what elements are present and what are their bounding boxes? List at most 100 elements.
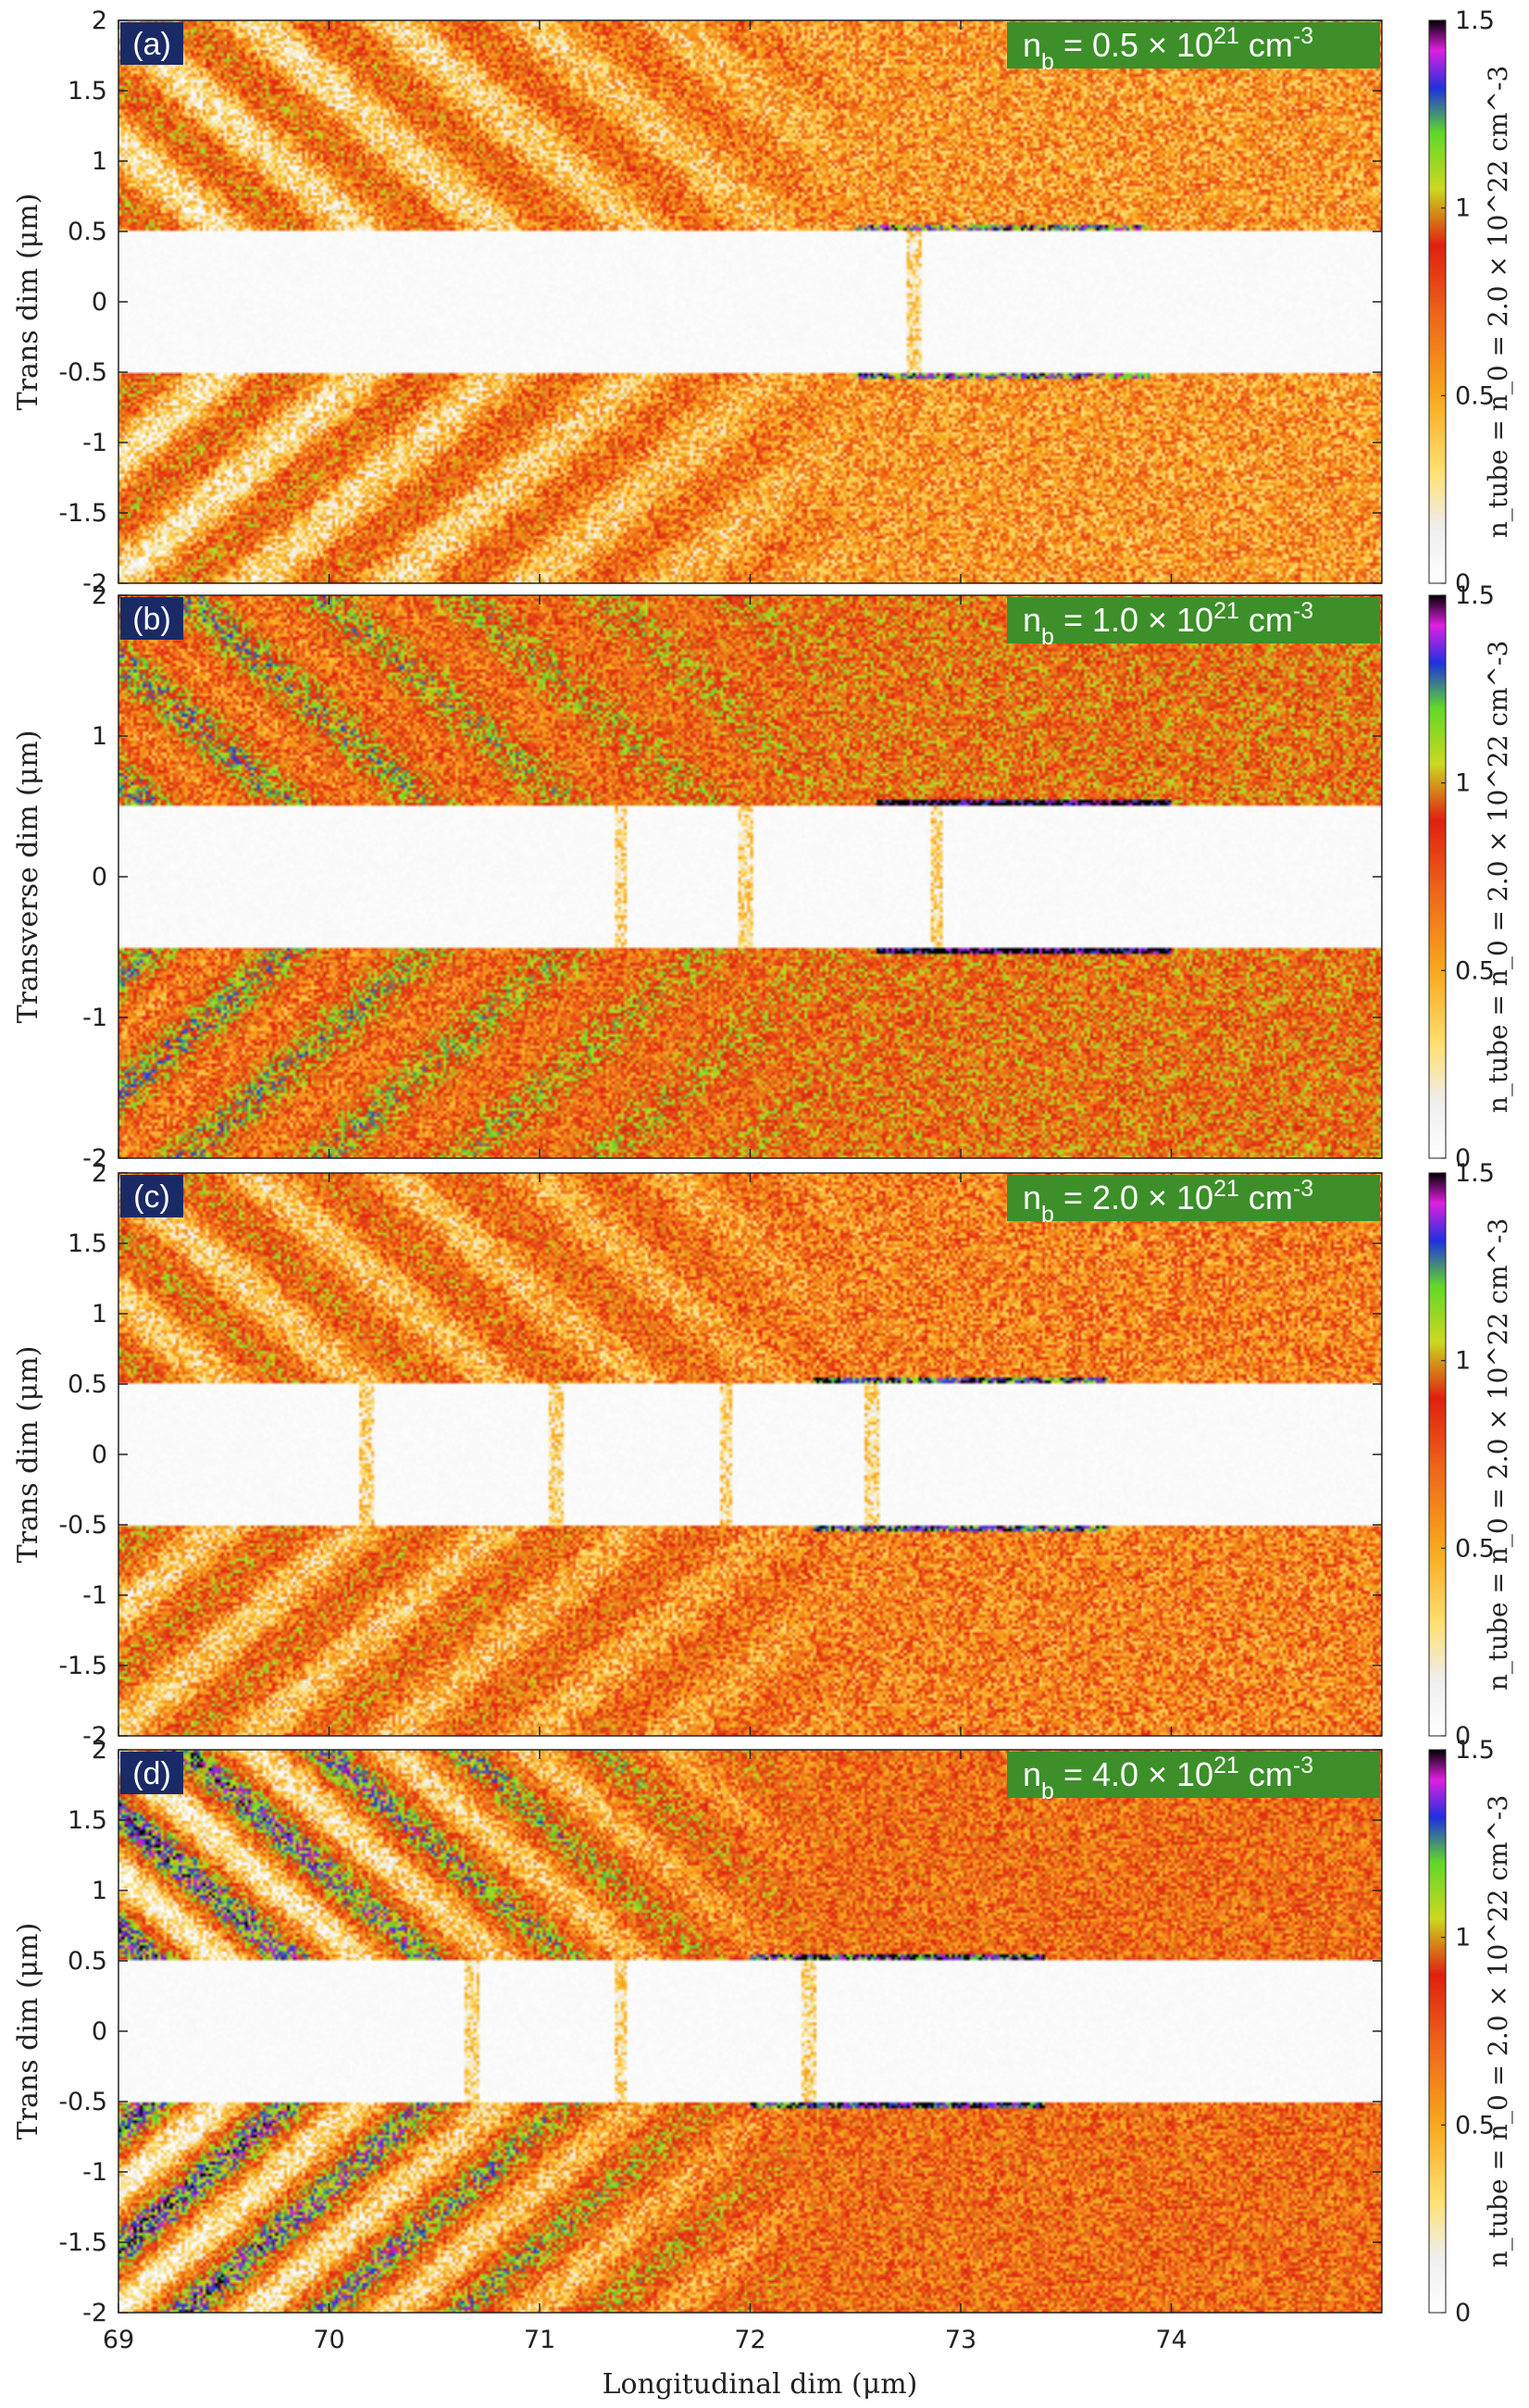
- y-tick-label: 0: [92, 863, 107, 892]
- density-label: nb = 0.5 × 1021 cm-3: [1023, 23, 1313, 75]
- y-tick-label: 1.5: [68, 1229, 107, 1258]
- y-tick-label: 0: [92, 288, 107, 317]
- density-label: nb = 2.0 × 1021 cm-3: [1023, 1176, 1313, 1228]
- density-label-box: [1007, 597, 1380, 643]
- panel-tag: (a): [132, 27, 171, 62]
- colorbar: [1428, 1172, 1447, 1737]
- colorbar: [1428, 1749, 1447, 2314]
- x-tick-label: 70: [313, 2326, 344, 2354]
- y-tick-label: 1: [92, 147, 107, 176]
- density-label-density-sup: 21: [1213, 23, 1239, 49]
- panel-tag: (b): [132, 602, 171, 637]
- density-field: [118, 1750, 1382, 2313]
- panel-c: 2 1.5 1 0.5 0 -0.5 -1 -1.5 -2 Trans dim (μm) (c) nb…: [12, 1159, 1513, 1751]
- colorbar-tick-label: 1: [1455, 769, 1471, 798]
- y-tick-label: 0.5: [68, 1370, 107, 1399]
- density-label-density-unit: cm: [1239, 1755, 1293, 1793]
- y-tick-label: 0.5: [68, 218, 107, 246]
- y-tick-label: -1: [82, 429, 107, 457]
- colorbar-tick-label: 1.5: [1455, 1736, 1495, 1765]
- panel-tag-box: [120, 597, 183, 640]
- y-tick-label: 1.5: [68, 1806, 107, 1835]
- y-tick-label: -1: [82, 1581, 107, 1610]
- colorbar-tick-label: 0.5: [1455, 956, 1495, 985]
- density-label-density-sub: b: [1041, 49, 1054, 75]
- y-tick-label: -1.5: [58, 1652, 107, 1680]
- y-tick-label: -1: [82, 1004, 107, 1032]
- colorbar-tick-label: 1.5: [1455, 1159, 1495, 1188]
- panel-a: 2 1.5 1 0.5 0 -0.5 -1 -1.5 -2 Trans dim (μm) (a) nb…: [12, 6, 1513, 598]
- y-tick-label: -1.5: [58, 2228, 107, 2257]
- panel-tag-box: [120, 1175, 183, 1217]
- colorbar-tick-label: 1.5: [1455, 581, 1495, 610]
- y-tick-label: 1: [92, 1877, 107, 1905]
- colorbar-tick-label: 1: [1455, 194, 1471, 223]
- x-tick-label: 72: [734, 2326, 765, 2354]
- y-axis-title: Trans dim (μm): [12, 193, 44, 411]
- x-tick-label: 69: [103, 2326, 134, 2354]
- density-label-density-unit: cm: [1239, 1179, 1293, 1216]
- colorbar-tick-label: 0.5: [1455, 2111, 1495, 2140]
- density-label-density-mid: = 0.5 × 10: [1054, 26, 1213, 64]
- y-tick-label: -2: [82, 1144, 107, 1173]
- x-tick-label: 73: [945, 2326, 976, 2354]
- colorbar-tick-label: 0: [1455, 1144, 1471, 1173]
- colorbar-tick-label: 0: [1455, 569, 1471, 598]
- colorbar: [1428, 594, 1447, 1159]
- density-field: [118, 20, 1382, 583]
- panel-d: 2 1.5 1 0.5 0 -0.5 -1 -1.5 -269 70 71 72 73 74 Trans d…: [12, 1736, 1513, 2354]
- y-tick-label: 2: [92, 6, 107, 35]
- density-field: [118, 595, 1382, 1158]
- y-tick-label: -1: [82, 2158, 107, 2187]
- y-tick-label: -2: [82, 1722, 107, 1751]
- density-field: [118, 1173, 1382, 1736]
- density-label-density-unit-sup: -3: [1293, 23, 1313, 49]
- density-label-box: [1007, 22, 1380, 69]
- y-tick-label: 1.5: [68, 77, 107, 106]
- x-tick-label: 74: [1155, 2326, 1187, 2354]
- y-tick-label: -2: [82, 569, 107, 598]
- density-label-density-unit-sup: -3: [1293, 598, 1313, 624]
- density-label: nb = 4.0 × 1021 cm-3: [1023, 1753, 1313, 1804]
- y-tick-label: -0.5: [58, 1511, 107, 1540]
- density-label-density-sup: 21: [1213, 598, 1239, 624]
- colorbar-label: n_tube = n_0 = 2.0 × 10^22 cm^-3: [1483, 1218, 1513, 1691]
- density-label-density-prefix: n: [1023, 601, 1041, 639]
- density-label-density-prefix: n: [1023, 1755, 1041, 1793]
- x-axis-title: Longitudinal dim (μm): [603, 2368, 918, 2401]
- y-tick-label: 1: [92, 1300, 107, 1329]
- y-tick-label: -1.5: [58, 499, 107, 528]
- density-label-density-unit-sup: -3: [1293, 1753, 1313, 1778]
- colorbar-tick-label: 1: [1455, 1924, 1471, 1953]
- y-axis-title: Trans dim (μm): [12, 1346, 44, 1564]
- colorbar-label: n_tube = n_0 = 2.0 × 10^22 cm^-3: [1483, 641, 1513, 1114]
- density-label-density-prefix: n: [1023, 1179, 1041, 1216]
- y-tick-label: 0.5: [68, 1947, 107, 1976]
- y-axis-title: Trans dim (μm): [12, 1923, 44, 2140]
- panel-tag-box: [120, 22, 183, 65]
- y-tick-label: 2: [92, 581, 107, 610]
- density-label-density-sub: b: [1041, 624, 1054, 650]
- density-label-density-mid: = 4.0 × 10: [1054, 1755, 1213, 1793]
- colorbar-label: n_tube = n_0 = 2.0 × 10^22 cm^-3: [1483, 66, 1513, 539]
- density-label-box: [1007, 1175, 1380, 1221]
- x-tick-label: 71: [524, 2326, 555, 2354]
- density-label-density-prefix: n: [1023, 26, 1041, 64]
- density-label-density-unit-sup: -3: [1293, 1176, 1313, 1202]
- density-label-density-unit: cm: [1239, 26, 1293, 64]
- y-axis-title: Transverse dim (μm): [12, 730, 44, 1024]
- colorbar-tick-label: 0.5: [1455, 381, 1495, 410]
- y-tick-label: 0: [92, 1441, 107, 1469]
- panel-tag-box: [120, 1752, 183, 1794]
- y-tick-label: 1: [92, 722, 107, 751]
- density-label-density-sub: b: [1041, 1778, 1054, 1804]
- y-tick-label: 0: [92, 2017, 107, 2046]
- density-label-density-mid: = 1.0 × 10: [1054, 601, 1213, 639]
- y-tick-label: 2: [92, 1736, 107, 1765]
- colorbar-tick-label: 0: [1455, 1722, 1471, 1751]
- colorbar-tick-label: 1: [1455, 1347, 1471, 1376]
- colorbar-label: n_tube = n_0 = 2.0 × 10^22 cm^-3: [1483, 1795, 1513, 2268]
- y-tick-label: -2: [82, 2299, 107, 2327]
- density-label-density-mid: = 2.0 × 10: [1054, 1179, 1213, 1216]
